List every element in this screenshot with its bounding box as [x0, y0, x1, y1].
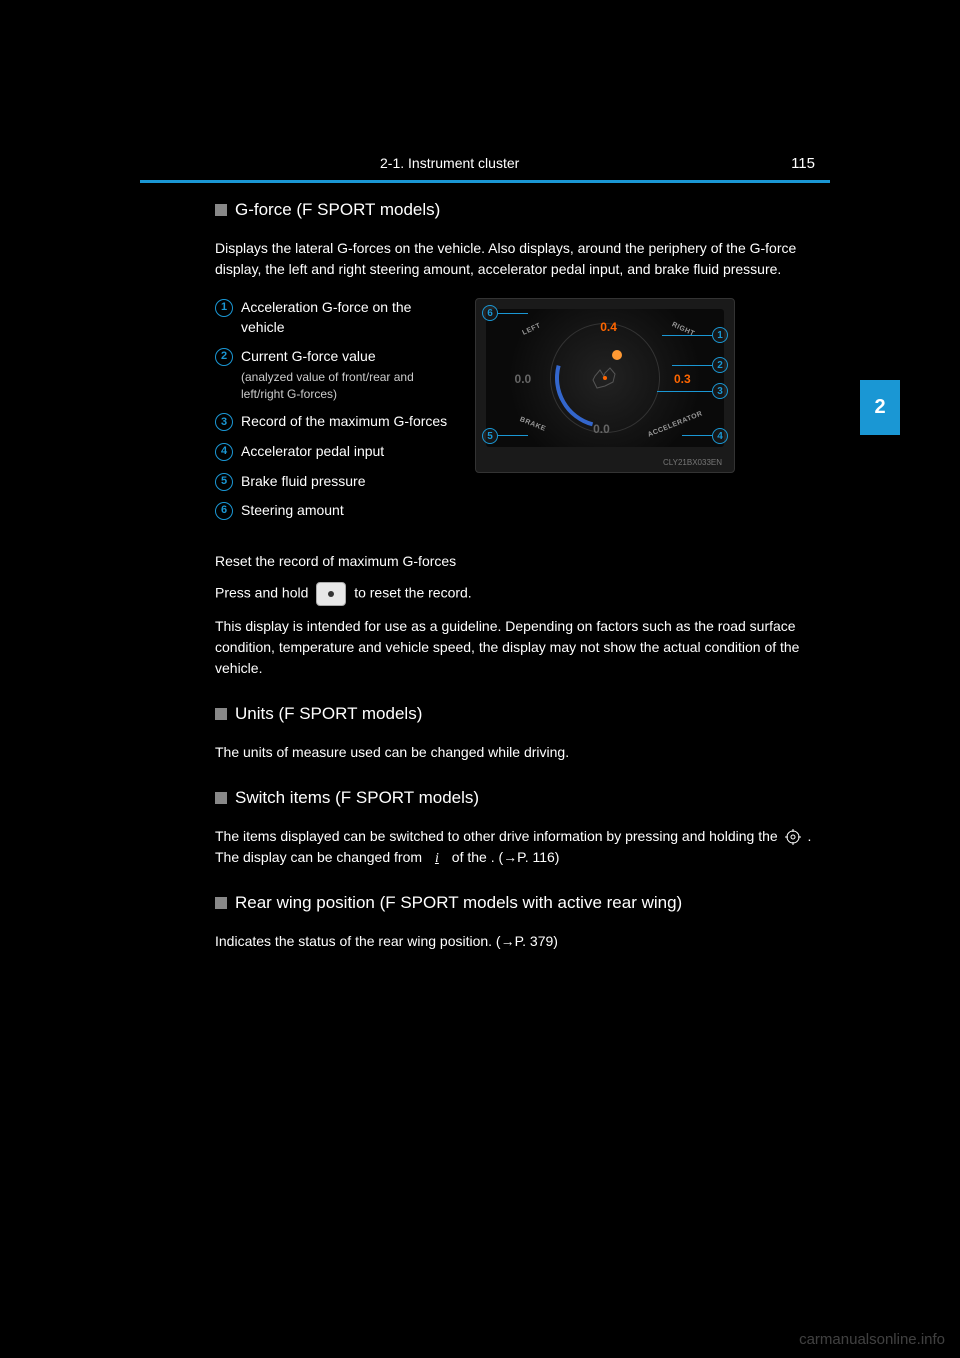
circle-number-5: 5	[215, 473, 233, 491]
gauge-left-value: 0.0	[515, 372, 532, 386]
square-bullet-icon	[215, 792, 227, 804]
header-section-label: 2-1. Instrument cluster	[380, 155, 519, 171]
gforce-item-3: 3 Record of the maximum G-forces	[215, 412, 455, 432]
gforce-item-2-text: Current G-force value (analyzed value of…	[241, 347, 455, 402]
gforce-gauge-illustration: 0.4 0.3 0.0 0.0 LEFT RIGHT BRAKE ACCELER…	[475, 298, 735, 473]
watermark: carmanualsonline.info	[799, 1331, 945, 1348]
gforce-item-2-main: Current G-force value	[241, 347, 455, 367]
gforce-item-4: 4 Accelerator pedal input	[215, 442, 455, 462]
subsection-switch-heading: Switch items (F SPORT models)	[215, 788, 820, 808]
gauge-callout-4: 4	[712, 428, 728, 444]
gauge-label-brake: BRAKE	[519, 416, 547, 433]
subsection-gforce-title: G-force (F SPORT models)	[235, 200, 440, 220]
square-bullet-icon	[215, 204, 227, 216]
rearwing-body: Indicates the status of the rear wing po…	[215, 931, 820, 952]
subsection-units-heading: Units (F SPORT models)	[215, 704, 820, 724]
square-bullet-icon	[215, 897, 227, 909]
info-icon: i	[428, 849, 446, 867]
subsection-rearwing-heading: Rear wing position (F SPORT models with …	[215, 893, 820, 913]
gauge-callout-1: 1	[712, 327, 728, 343]
header-rule	[140, 180, 830, 183]
gforce-item-6: 6 Steering amount	[215, 501, 455, 521]
gauge-callout-6: 6	[482, 305, 498, 321]
units-body: The units of measure used can be changed…	[215, 742, 820, 763]
subsection-rearwing-title: Rear wing position (F SPORT models with …	[235, 893, 682, 913]
gauge-label-left: LEFT	[521, 322, 542, 337]
gear-icon	[784, 828, 802, 846]
subsection-gforce-heading: G-force (F SPORT models)	[215, 200, 820, 220]
gforce-item-list: 1 Acceleration G-force on the vehicle 2 …	[215, 298, 455, 531]
reset-note: This display is intended for use as a gu…	[215, 616, 820, 679]
switch-body: The items displayed can be switched to o…	[215, 826, 820, 868]
circle-number-2: 2	[215, 348, 233, 366]
gforce-item-5-text: Brake fluid pressure	[241, 472, 455, 492]
circle-number-6: 6	[215, 502, 233, 520]
gforce-item-3-text: Record of the maximum G-forces	[241, 412, 455, 432]
reset-section: Reset the record of maximum G-forces Pre…	[215, 551, 820, 679]
gforce-item-6-text: Steering amount	[241, 501, 455, 521]
gforce-item-2-sub: (analyzed value of front/rear and left/r…	[241, 369, 455, 403]
reset-heading: Reset the record of maximum G-forces	[215, 551, 820, 572]
gforce-intro-text: Displays the lateral G-forces on the veh…	[215, 238, 820, 280]
reset-instruction: Press and hold to reset the record.	[215, 582, 820, 606]
gauge-callout-5: 5	[482, 428, 498, 444]
gauge-callout-2: 2	[712, 357, 728, 373]
gforce-item-1: 1 Acceleration G-force on the vehicle	[215, 298, 455, 337]
page-number: 115	[791, 155, 815, 172]
circle-number-3: 3	[215, 413, 233, 431]
circle-number-4: 4	[215, 443, 233, 461]
gforce-item-1-text: Acceleration G-force on the vehicle	[241, 298, 455, 337]
subsection-switch-title: Switch items (F SPORT models)	[235, 788, 479, 808]
gauge-caption: CLY21BX033EN	[663, 458, 722, 467]
subsection-units-title: Units (F SPORT models)	[235, 704, 422, 724]
square-bullet-icon	[215, 708, 227, 720]
gauge-bottom-value: 0.0	[593, 422, 610, 436]
gauge-right-value: 0.3	[674, 372, 691, 386]
gforce-item-2: 2 Current G-force value (analyzed value …	[215, 347, 455, 402]
gauge-callout-3: 3	[712, 383, 728, 399]
circle-number-1: 1	[215, 299, 233, 317]
side-chapter-tab: 2	[860, 380, 900, 435]
enter-button-icon	[316, 582, 346, 606]
gauge-top-value: 0.4	[600, 320, 617, 334]
gforce-item-5: 5 Brake fluid pressure	[215, 472, 455, 492]
gforce-item-4-text: Accelerator pedal input	[241, 442, 455, 462]
